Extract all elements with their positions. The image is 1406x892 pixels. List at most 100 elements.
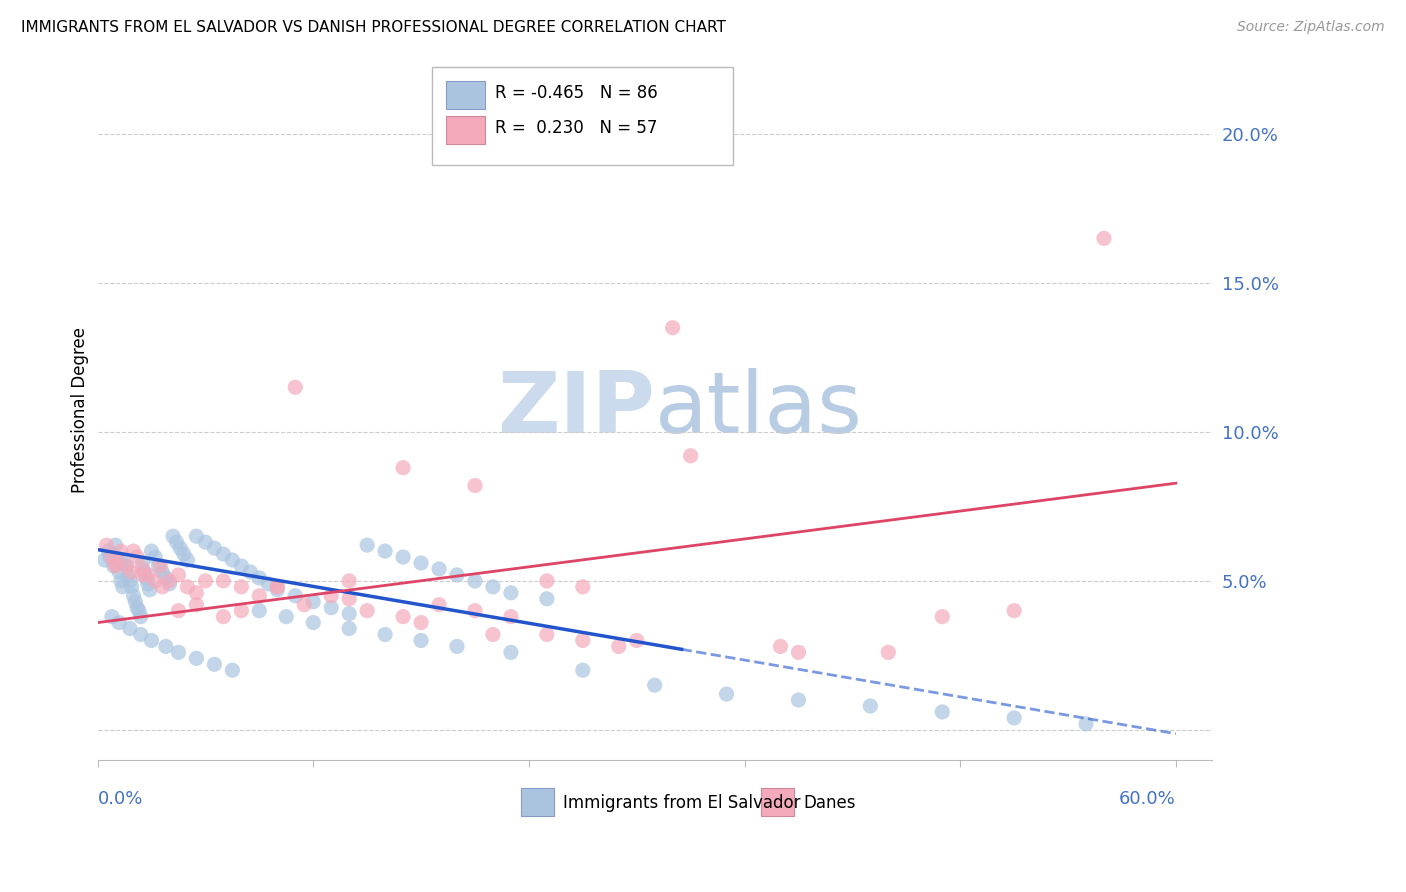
Point [572,663,595,677]
Point [877,645,900,659]
Point [572,633,595,648]
Point [284,380,307,394]
Point [392,550,415,565]
Point [150,580,173,594]
Point [499,645,522,659]
Point [155,640,177,654]
Point [124,595,146,609]
Point [111,580,134,594]
Point [536,591,558,606]
Point [159,577,181,591]
Point [859,698,882,713]
Point [356,604,378,618]
Point [108,615,131,630]
Point [148,559,170,574]
Point [427,562,450,576]
Point [103,559,125,574]
Point [101,550,124,565]
Point [186,586,208,600]
Point [194,535,217,549]
Point [356,538,378,552]
Point [134,565,156,579]
Point [499,609,522,624]
Point [536,627,558,641]
Point [110,574,132,588]
Point [769,640,792,654]
Point [143,550,166,565]
Text: 60.0%: 60.0% [1119,790,1175,808]
Point [162,529,184,543]
Point [302,615,325,630]
Point [138,582,160,597]
Point [212,574,235,588]
Point [321,589,343,603]
Text: R = -0.465   N = 86: R = -0.465 N = 86 [495,84,658,102]
Point [1092,231,1115,245]
Point [266,580,288,594]
Point [118,622,141,636]
Point [186,598,208,612]
Point [239,565,262,579]
Point [98,550,121,565]
Point [176,580,198,594]
Point [464,478,486,492]
Point [374,544,396,558]
Point [105,553,128,567]
Text: Source: ZipAtlas.com: Source: ZipAtlas.com [1237,20,1385,34]
Bar [446,116,485,144]
Point [101,609,124,624]
Point [186,529,208,543]
Text: Danes: Danes [803,794,855,812]
Point [94,553,117,567]
Point [931,705,953,719]
Point [572,580,595,594]
Point [131,562,153,576]
Text: ZIP: ZIP [496,368,655,451]
Point [247,589,270,603]
Point [96,538,118,552]
Point [122,544,145,558]
Point [337,622,360,636]
Point [284,589,307,603]
Point [247,571,270,585]
Point [409,556,432,570]
Point [166,535,188,549]
Point [167,645,190,659]
Point [127,550,149,565]
Point [409,615,432,630]
Point [221,553,243,567]
Point [446,640,468,654]
Point [104,556,127,570]
Point [104,538,127,552]
FancyBboxPatch shape [432,67,733,165]
Point [337,574,360,588]
Point [194,574,217,588]
Text: Immigrants from El Salvador: Immigrants from El Salvador [564,794,801,812]
Point [135,571,157,585]
Point [464,604,486,618]
Point [607,640,630,654]
Text: R =  0.230   N = 57: R = 0.230 N = 57 [495,119,658,136]
Point [136,577,159,591]
Y-axis label: Professional Degree: Professional Degree [72,326,89,492]
Point [302,595,325,609]
Point [121,565,143,579]
Point [155,571,177,585]
Point [167,568,190,582]
Point [787,645,810,659]
Point [644,678,666,692]
Point [121,580,143,594]
Point [392,460,415,475]
Text: IMMIGRANTS FROM EL SALVADOR VS DANISH PROFESSIONAL DEGREE CORRELATION CHART: IMMIGRANTS FROM EL SALVADOR VS DANISH PR… [21,20,725,35]
Point [1002,711,1025,725]
Point [257,577,280,591]
Point [97,544,120,558]
Point [202,541,225,555]
Bar [522,788,554,815]
Point [141,544,163,558]
Point [141,633,163,648]
Point [482,580,505,594]
Point [292,598,315,612]
Point [787,693,810,707]
Point [482,627,505,641]
